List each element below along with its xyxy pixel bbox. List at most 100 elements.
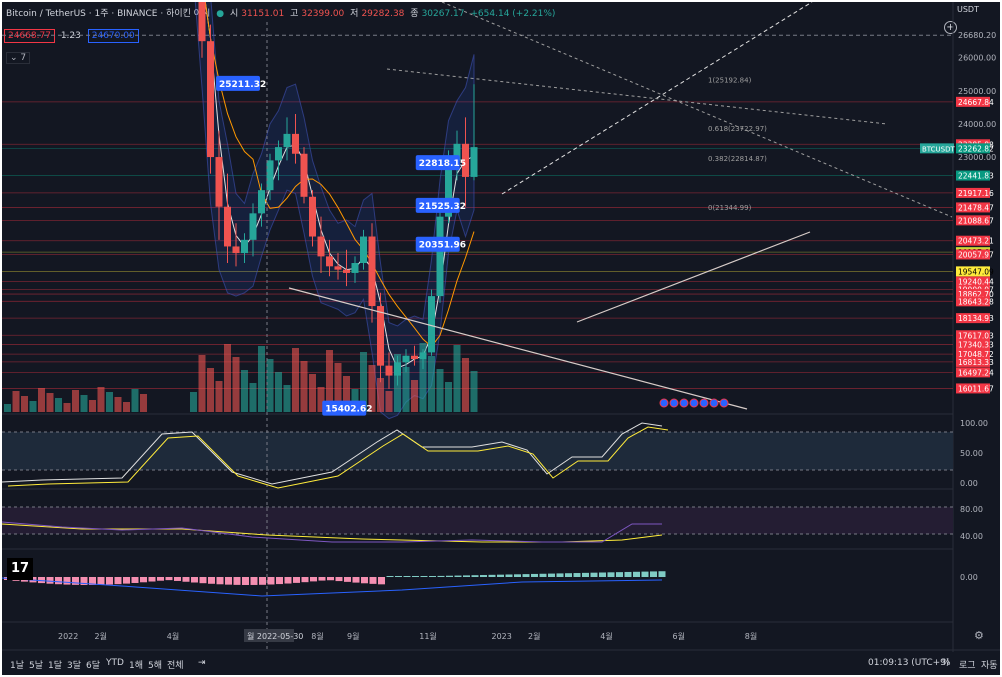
volume-bar: [368, 365, 376, 412]
price-level-tag-text: 16497.24: [958, 368, 994, 377]
alert-flag-icon: [669, 398, 679, 408]
candle-body: [326, 256, 333, 267]
trendline-rising: [576, 231, 811, 323]
macd-histogram-bar: [318, 577, 326, 581]
volume-bar: [21, 396, 28, 412]
bottom-toolbar: 1날 5날 1달 3달 6달 YTD 1해 5해 전체 ⇥ 01:09:13 (…: [2, 652, 1000, 675]
macd-histogram-bar: [38, 577, 45, 584]
time-axis-label: 2022: [58, 632, 78, 641]
volume-bar: [4, 404, 11, 412]
price-axis-label: 26680.20: [958, 31, 996, 40]
macd-histogram-bar: [89, 577, 96, 585]
timeframe-5d[interactable]: 5날: [29, 661, 44, 671]
price-axis-label: 24000.00: [958, 120, 996, 129]
symbol-title[interactable]: Bitcoin / TetherUS · 1주 · BINANCE · 하이킨 …: [6, 9, 211, 19]
btcusdt-tag-text: BTCUSDT: [922, 145, 956, 153]
price-level-tag: [956, 235, 990, 246]
price-axis-label: 25000.00: [958, 87, 996, 96]
gear-icon[interactable]: ⚙: [974, 629, 984, 642]
macd-histogram-bar: [310, 577, 317, 582]
currency-label[interactable]: USDT: [957, 5, 979, 14]
timeframe-all[interactable]: 전체: [167, 661, 184, 671]
timeframe-1d[interactable]: 1날: [10, 661, 25, 671]
timeframe-ytd[interactable]: YTD: [106, 658, 124, 668]
volume-bar: [72, 390, 79, 412]
price-level-tag: [956, 289, 990, 300]
ask-box[interactable]: 24670.00: [87, 29, 139, 43]
stoch-axis-label: 50.00: [960, 449, 983, 458]
volume-bar: [29, 401, 37, 412]
macd-histogram-bar: [505, 574, 513, 577]
macd-histogram-bar: [131, 577, 139, 583]
timeframe-5y[interactable]: 5해: [148, 661, 163, 671]
macd-histogram-bar: [624, 571, 632, 577]
tradingview-logo[interactable]: 17: [7, 558, 33, 580]
time-axis-label: 4월: [600, 631, 612, 641]
bid-box[interactable]: 24668.77: [4, 29, 55, 43]
ma-short-line: [204, 2, 475, 369]
percent-scale-button[interactable]: %: [942, 658, 951, 668]
macd-axis-label: 0.00: [960, 573, 978, 582]
price-callout-text: 20351.96: [419, 241, 466, 251]
rsi-line: [2, 521, 662, 543]
price-callout: [415, 197, 460, 213]
rsi-axis-label: 80.00: [960, 505, 983, 514]
price-level-tag: [956, 96, 990, 107]
candle-body: [215, 157, 223, 207]
timeframe-3m[interactable]: 3달: [67, 661, 82, 671]
candle-body: [258, 190, 265, 214]
price-level-tag-text: 21917.16: [958, 189, 994, 198]
volume-bar: [283, 385, 291, 412]
price-callout: [216, 75, 260, 91]
auto-scale-button[interactable]: 자동: [981, 661, 998, 671]
time-axis-label: 9월: [347, 631, 359, 641]
candle-body: [343, 269, 350, 273]
macd-histogram-bar: [531, 573, 538, 577]
macd-histogram-bar: [658, 571, 666, 577]
log-scale-button[interactable]: 로그: [959, 661, 976, 671]
macd-histogram-bar: [344, 577, 351, 582]
price-level-tag-text: 19547.09: [958, 267, 994, 276]
macd-histogram-bar: [97, 577, 105, 585]
volume-bar: [55, 398, 62, 412]
candle-body: [198, 2, 206, 42]
indicator-collapse-button[interactable]: ⌄ 7: [6, 52, 31, 64]
macd-histogram-bar: [157, 577, 164, 581]
timeframe-1m[interactable]: 1달: [48, 661, 63, 671]
macd-histogram-bar: [182, 577, 190, 582]
volume-bar: [317, 387, 325, 412]
price-level-tag-text: 18134.93: [958, 314, 994, 323]
macd-histogram-bar: [641, 571, 649, 577]
macd-histogram-bar: [123, 577, 130, 584]
stoch-axis-label: 0.00: [960, 479, 978, 488]
macd-histogram-bar: [454, 575, 462, 577]
macd-histogram-bar: [488, 574, 496, 577]
price-callout: [322, 400, 367, 416]
candle-body: [292, 133, 299, 154]
clock-readout[interactable]: 01:09:13 (UTC+9): [868, 658, 950, 668]
volume-bar: [38, 388, 45, 412]
calendar-icon[interactable]: ⇥: [198, 658, 206, 668]
macd-histogram-bar: [106, 577, 113, 585]
add-alert-plus-icon[interactable]: +: [944, 21, 957, 34]
price-level-tag-text: 18862.70: [958, 290, 994, 299]
candle-body: [300, 153, 308, 197]
volume-bar: [123, 402, 130, 412]
macd-histogram-bar: [412, 576, 419, 577]
macd-histogram-bar: [216, 577, 224, 585]
volume-bar: [114, 397, 122, 412]
timeframe-1y[interactable]: 1해: [129, 661, 144, 671]
macd-histogram-bar: [233, 577, 241, 585]
macd-histogram-bar: [437, 575, 445, 577]
volume-bar: [351, 389, 359, 412]
candle-body: [232, 246, 240, 254]
macd-histogram-bar: [327, 577, 334, 581]
volume-bar: [377, 378, 384, 412]
candle-body: [241, 239, 248, 254]
macd-line: [2, 577, 663, 597]
macd-histogram-bar: [369, 577, 377, 584]
symbol-header: Bitcoin / TetherUS · 1주 · BINANCE · 하이킨 …: [6, 6, 558, 20]
timeframe-6m[interactable]: 6달: [86, 661, 101, 671]
